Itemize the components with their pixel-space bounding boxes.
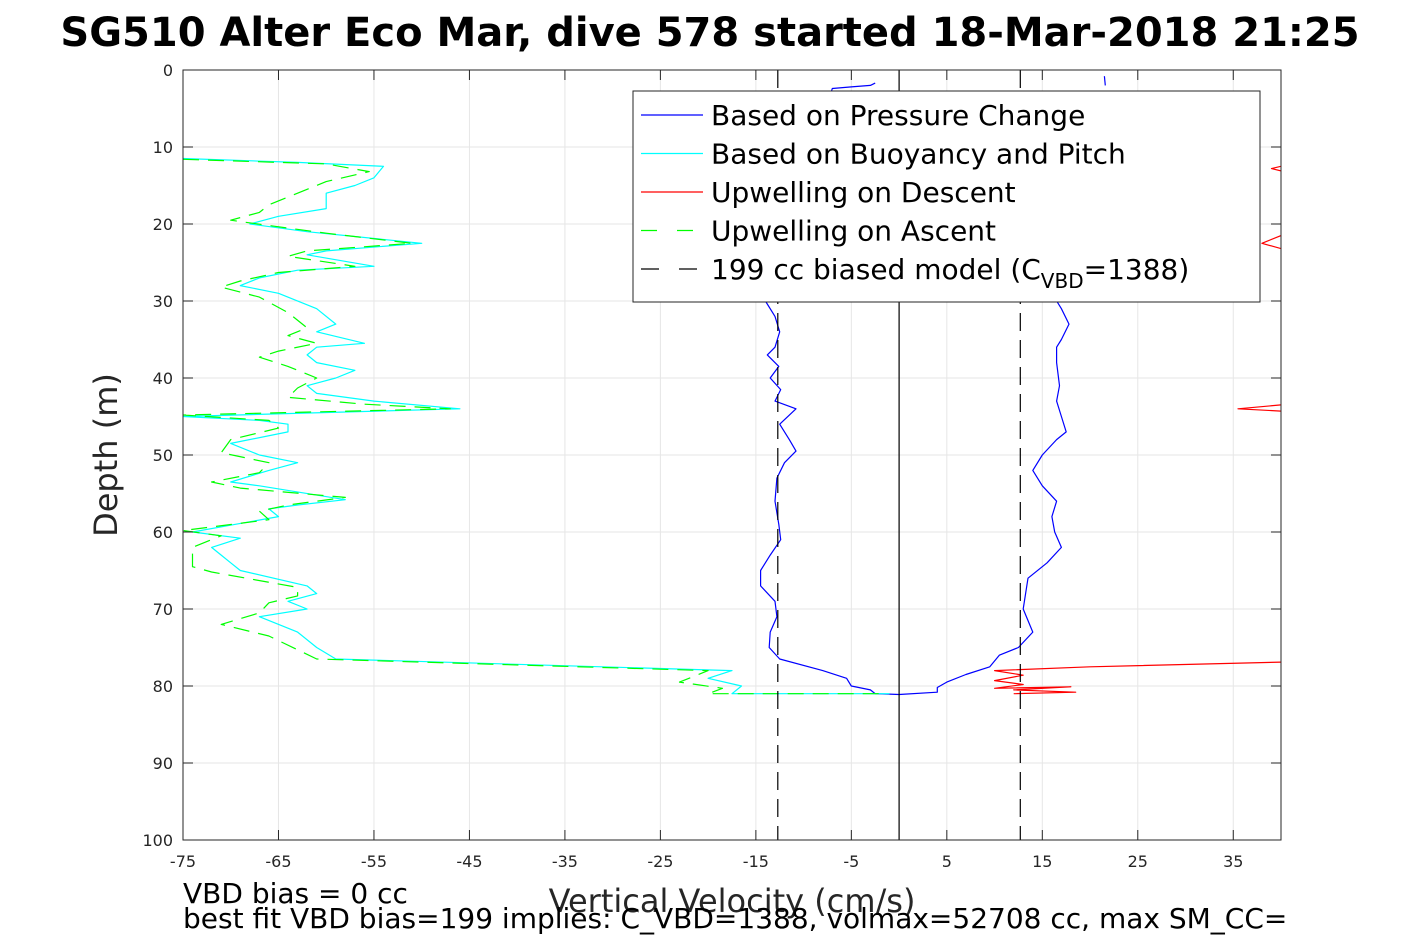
y-tick-label-9: 90 (153, 754, 173, 773)
y-tick-label-2: 20 (153, 215, 173, 234)
series-0-line (759, 82, 1070, 696)
x-tick-label-5: -25 (647, 852, 673, 871)
x-tick-label-6: -15 (743, 852, 769, 871)
legend-label-4: 199 cc biased model (CVBD=1388) (711, 253, 1189, 293)
series-3-line (183, 158, 885, 695)
x-tick-label-11: 35 (1223, 852, 1243, 871)
y-tick-label-8: 80 (153, 677, 173, 696)
x-tick-label-7: -5 (843, 852, 859, 871)
y-tick-label-1: 10 (153, 138, 173, 157)
best-fit-note: best fit VBD bias=199 implies: C_VBD=138… (183, 902, 1288, 935)
y-tick-label-6: 60 (153, 523, 173, 542)
series-0-top-line (1103, 76, 1106, 86)
x-tick-label-8: 5 (942, 852, 952, 871)
series-2-segment-1 (1261, 235, 1281, 250)
x-tick-label-9: 15 (1032, 852, 1052, 871)
series-1-line (183, 157, 890, 695)
legend-label-1: Based on Buoyancy and Pitch (711, 138, 1126, 171)
vbd-bias-note: VBD bias = 0 cc (183, 877, 408, 910)
x-axis-label: Vertical Velocity (cm/s) (549, 882, 916, 920)
y-tick-label-10: 100 (142, 831, 173, 850)
x-tick-label-3: -45 (456, 852, 482, 871)
legend-label-3: Upwelling on Ascent (711, 215, 996, 248)
axis-ticks: -75 -65 -55 -45 -35 -25 -15 -5 5 15 25 350102030405… (142, 61, 1281, 871)
legend-box (632, 90, 1261, 303)
legend-label-2: Upwelling on Descent (711, 176, 1016, 209)
series-2-segment-3 (993, 661, 1281, 695)
series-2-segment-2 (1237, 404, 1281, 412)
series-2-segment-0 (1270, 165, 1281, 172)
chart-title: SG510 Alter Eco Mar, dive 578 started 18… (60, 10, 1359, 56)
series-layer (183, 70, 1281, 840)
y-tick-label-3: 30 (153, 292, 173, 311)
legend: Based on Pressure Change Based on Buoyanc… (632, 90, 1261, 303)
y-tick-label-7: 70 (153, 600, 173, 619)
y-tick-label-5: 50 (153, 446, 173, 465)
plot-clip (183, 70, 1281, 840)
x-tick-label-0: -75 (170, 852, 196, 871)
legend-label-0: Based on Pressure Change (711, 99, 1085, 132)
y-axis-label: Depth (m) (87, 373, 125, 537)
x-tick-label-2: -55 (361, 852, 387, 871)
y-tick-label-0: 0 (163, 61, 173, 80)
y-tick-label-4: 40 (153, 369, 173, 388)
x-tick-label-10: 25 (1128, 852, 1148, 871)
x-tick-label-4: -35 (552, 852, 578, 871)
x-tick-label-1: -65 (265, 852, 291, 871)
